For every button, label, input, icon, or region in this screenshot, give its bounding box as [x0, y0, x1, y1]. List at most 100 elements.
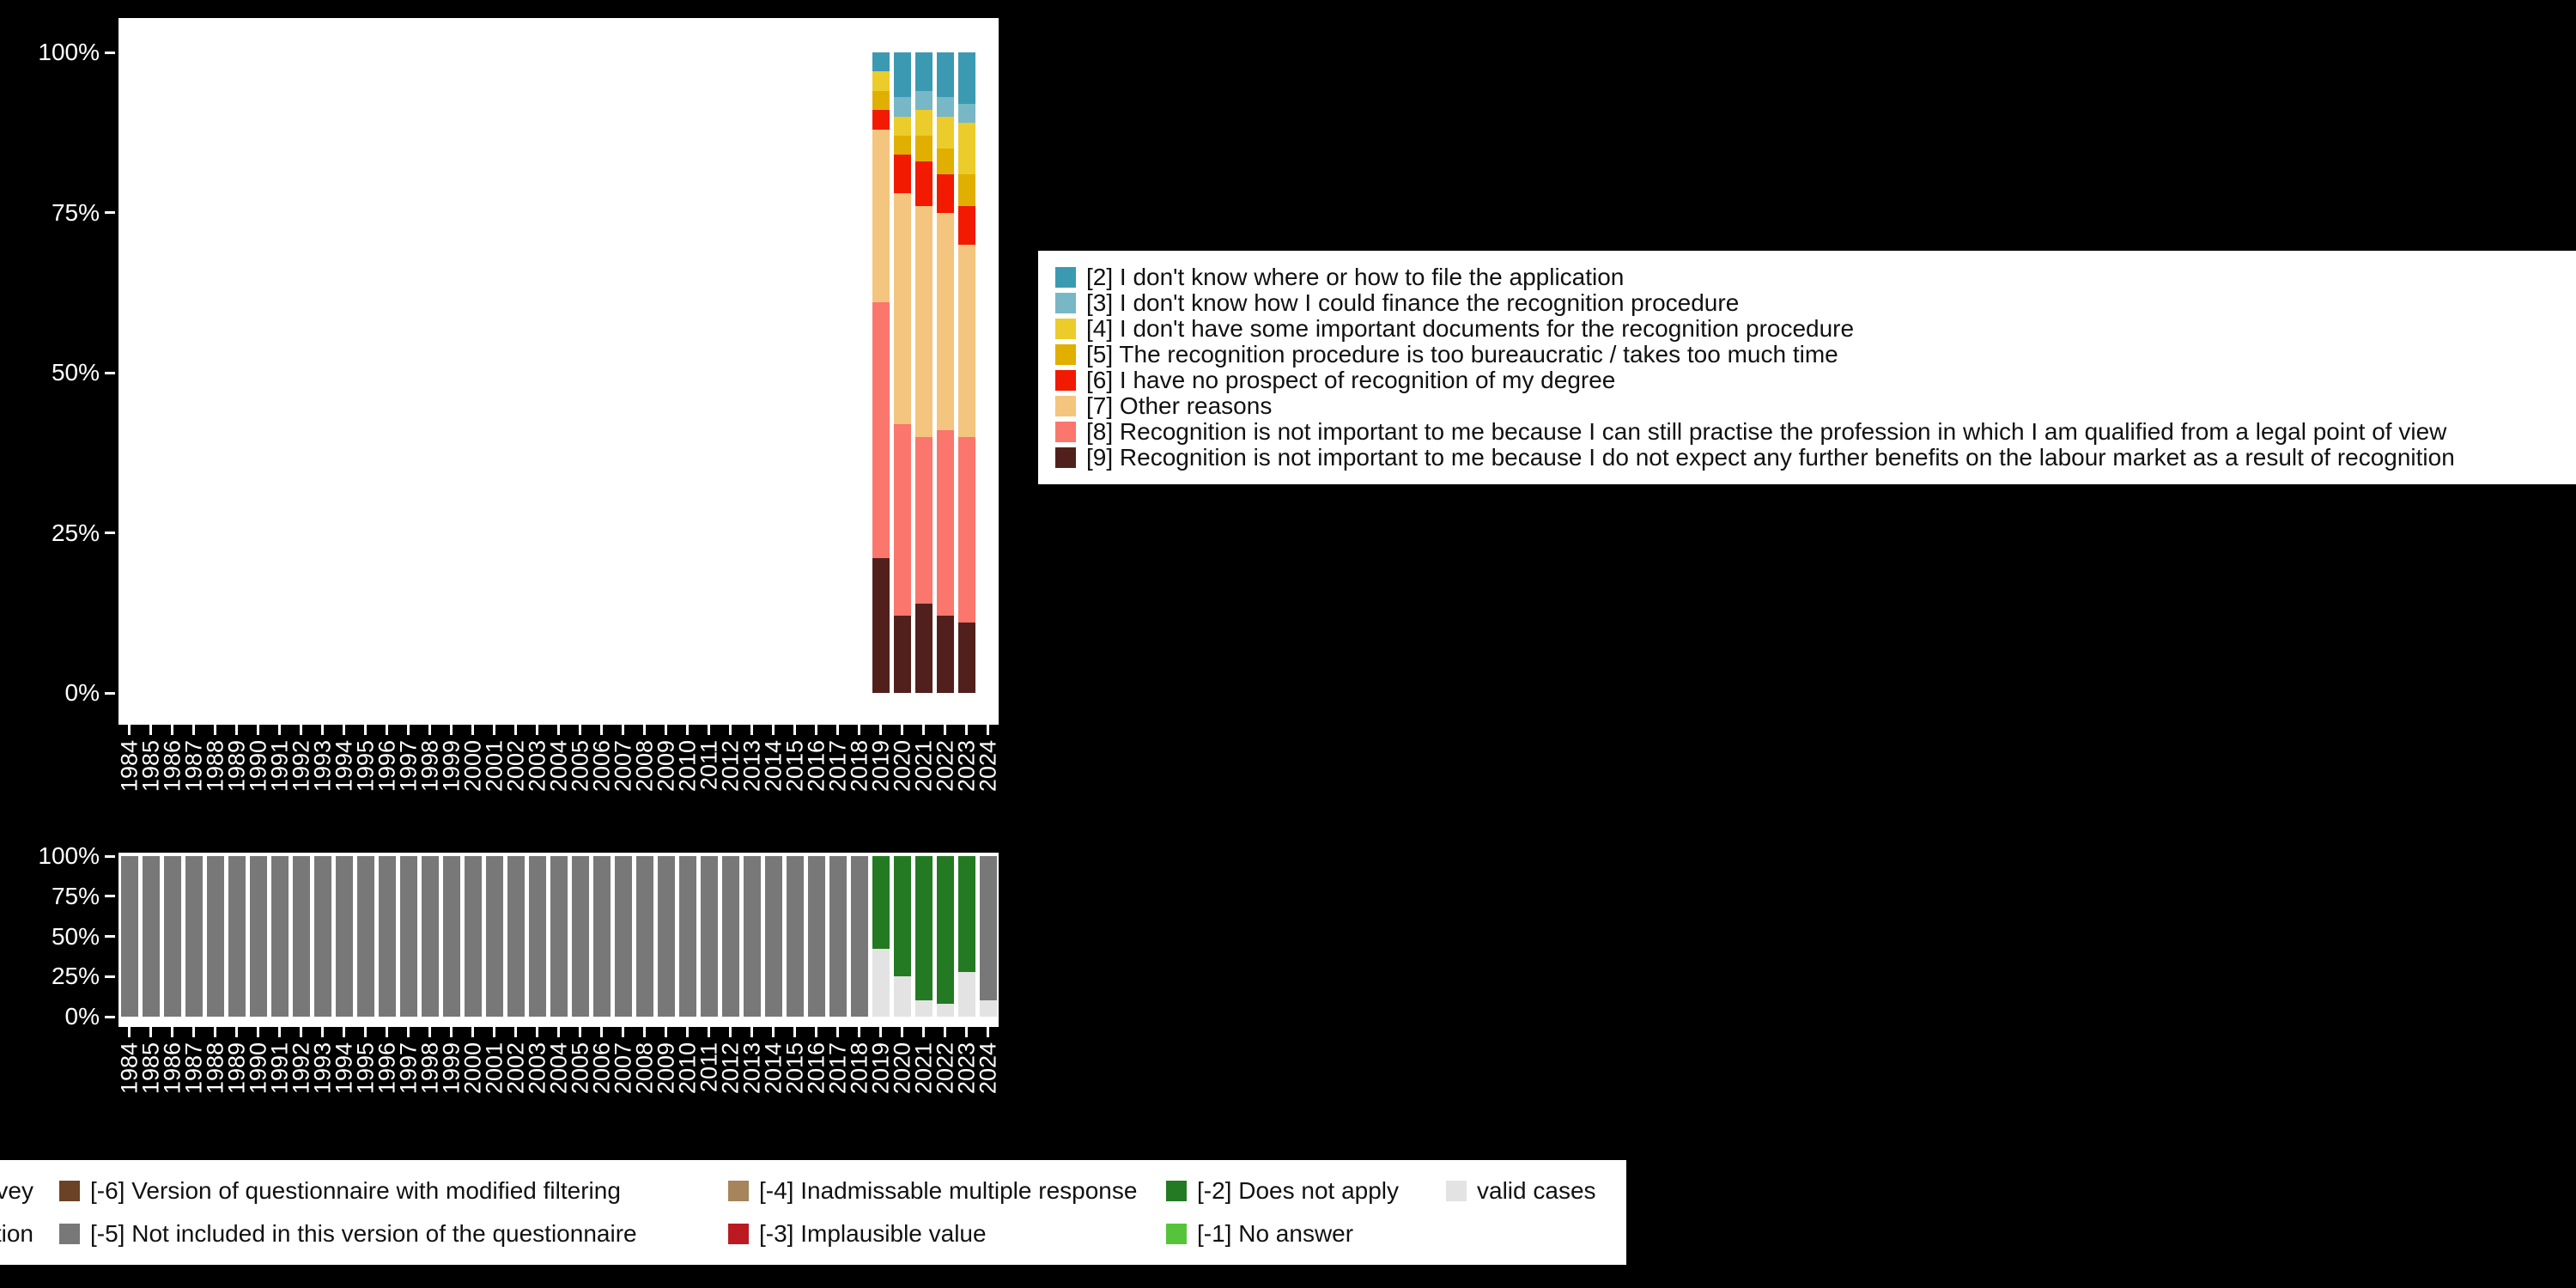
stacked-bar-2022: [936, 856, 954, 1017]
stacked-bar-2000: [464, 856, 482, 1017]
stacked-bar-1999: [442, 856, 460, 1017]
x-axis-tick: [944, 1027, 946, 1037]
legend-color-swatch: [1055, 396, 1076, 416]
y-axis-tick: [105, 691, 115, 695]
bar-segment: [957, 52, 975, 104]
bar-segment: [872, 129, 890, 302]
bar-segment: [893, 616, 911, 693]
x-axis-tick: [171, 1027, 173, 1037]
x-axis-tick: [450, 725, 453, 735]
x-axis-tick: [815, 725, 817, 735]
x-axis-tick: [836, 725, 839, 735]
bar-segment: [142, 856, 160, 1017]
x-axis-tick: [149, 725, 152, 735]
stacked-bar-2020: [893, 856, 911, 1017]
legend-item-label: [-5] Not included in this version of the…: [90, 1220, 637, 1247]
legend-color-swatch: [1166, 1181, 1187, 1201]
bar-segment: [936, 173, 954, 213]
stacked-bar-2005: [571, 856, 589, 1017]
bar-segment: [635, 856, 653, 1017]
x-axis-tick: [901, 1027, 903, 1037]
x-axis-tick: [514, 725, 517, 735]
y-axis-tick: [105, 895, 115, 898]
stacked-bar-2008: [635, 856, 653, 1017]
stacked-bar-1984: [120, 856, 138, 1017]
stacked-bar-2006: [592, 856, 611, 1017]
legend-item: [4] I don't have some important document…: [1055, 315, 2576, 342]
legend-color-swatch: [728, 1181, 749, 1201]
legend-color-swatch: [59, 1224, 80, 1244]
legend-color-swatch: [1055, 319, 1076, 339]
bar-segment: [678, 856, 696, 1017]
x-axis-tick: [815, 1027, 817, 1037]
legend-item-label: [2] I don't know where or how to file th…: [1086, 264, 1625, 290]
x-axis-tick: [879, 1027, 882, 1037]
x-axis-tick: [192, 725, 195, 735]
bar-segment: [850, 856, 868, 1017]
y-axis-tick-label: 25%: [51, 963, 100, 990]
stacked-bar-2021: [914, 52, 933, 693]
missing-legend-item: [-7] Only available in less restricted e…: [0, 1220, 59, 1248]
bar-segment: [592, 856, 611, 1017]
missing-legend-item: [-1] No answer: [1166, 1220, 1446, 1248]
bar-segment: [957, 123, 975, 174]
x-axis-tick: [300, 1027, 302, 1037]
bar-segment: [464, 856, 482, 1017]
legend-item-label: [4] I don't have some important document…: [1086, 315, 1855, 342]
x-axis-tick: [493, 1027, 495, 1037]
bar-segment: [786, 856, 804, 1017]
bar-segment: [914, 52, 933, 91]
y-axis-tick: [105, 532, 115, 534]
bar-segment: [228, 856, 246, 1017]
x-axis-tick: [278, 1027, 281, 1037]
x-axis-tick: [407, 725, 410, 735]
x-axis-tick: [128, 725, 131, 735]
bar-segment: [914, 603, 933, 693]
x-axis-tick: [428, 725, 431, 735]
bar-segment: [421, 856, 439, 1017]
bar-segment: [914, 161, 933, 207]
x-axis-label: 2024: [975, 740, 1000, 793]
stacked-bar-2012: [721, 856, 739, 1017]
bar-segment: [893, 193, 911, 424]
x-axis-tick: [600, 1027, 603, 1037]
x-axis-tick: [901, 725, 903, 735]
legend-item-label: [-8] Question not part of the survey: [0, 1177, 33, 1204]
bar-segment: [936, 616, 954, 693]
x-axis-tick: [729, 725, 732, 735]
legend-color-swatch: [1055, 370, 1076, 391]
legend-item-label: [-1] No answer: [1197, 1220, 1354, 1247]
bar-segment: [550, 856, 568, 1017]
x-axis-tick: [987, 725, 989, 735]
bar-segment: [914, 856, 933, 1001]
x-axis-tick: [708, 1027, 710, 1037]
stacked-bar-1988: [206, 856, 224, 1017]
bar-segment: [914, 436, 933, 604]
x-axis-tick: [686, 725, 689, 735]
bar-segment: [936, 430, 954, 617]
x-axis-tick: [471, 725, 474, 735]
x-axis-tick: [622, 1027, 624, 1037]
bar-segment: [936, 97, 954, 117]
stacked-bar-1997: [399, 856, 417, 1017]
bar-segment: [764, 856, 782, 1017]
x-axis-tick: [407, 1027, 410, 1037]
bar-segment: [936, 1004, 954, 1017]
bar-segment: [957, 856, 975, 972]
x-axis-tick: [214, 725, 216, 735]
stacked-bar-1987: [185, 856, 203, 1017]
x-axis-tick: [235, 1027, 238, 1037]
x-axis-tick: [321, 725, 324, 735]
bar-segment: [936, 148, 954, 174]
legend-color-swatch: [1055, 293, 1076, 313]
x-axis-tick: [579, 1027, 581, 1037]
x-axis-tick: [665, 725, 667, 735]
bar-segment: [807, 856, 825, 1017]
y-axis-tick: [105, 371, 115, 374]
legend-item-label: [9] Recognition is not important to me b…: [1086, 444, 2455, 471]
x-axis-tick: [192, 1027, 195, 1037]
top-chart-legend: [2] I don't know where or how to file th…: [1038, 251, 2576, 484]
stacked-bar-2017: [829, 856, 847, 1017]
bar-segment: [893, 52, 911, 98]
bar-segment: [893, 116, 911, 136]
